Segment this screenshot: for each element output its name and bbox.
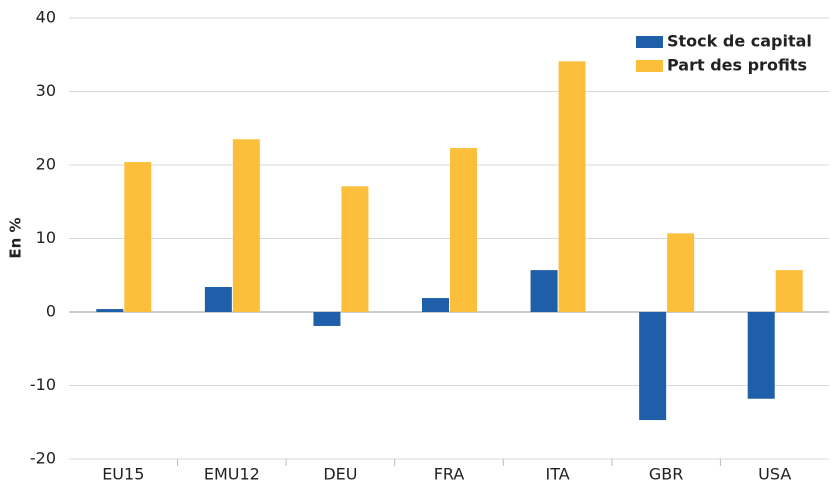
y-tick-label: 40 bbox=[36, 8, 56, 27]
y-tick-label: 30 bbox=[36, 81, 56, 100]
bar bbox=[450, 148, 477, 312]
bar bbox=[204, 287, 232, 312]
bar bbox=[667, 233, 695, 312]
x-tick-label: USA bbox=[758, 465, 791, 483]
x-tick-label: EU15 bbox=[102, 465, 144, 483]
y-tick-label: 20 bbox=[36, 155, 56, 174]
bar bbox=[530, 270, 558, 312]
x-tick-label: DEU bbox=[323, 465, 357, 483]
y-tick-label: -20 bbox=[30, 449, 56, 468]
legend-swatch bbox=[636, 36, 663, 48]
y-tick-label: 0 bbox=[46, 302, 56, 321]
x-tick-label: FRA bbox=[434, 465, 465, 483]
y-tick-label: -10 bbox=[30, 375, 56, 394]
bar bbox=[124, 162, 152, 312]
bar bbox=[232, 139, 260, 312]
legend-label: Part des profits bbox=[667, 56, 807, 75]
x-tick-label: GBR bbox=[649, 465, 684, 483]
bar bbox=[747, 312, 775, 399]
x-tick-label: EMU12 bbox=[204, 465, 260, 483]
bar bbox=[313, 312, 341, 326]
y-axis-label: En % bbox=[7, 217, 25, 258]
x-tick-label: ITA bbox=[545, 465, 569, 483]
bar bbox=[341, 186, 369, 312]
bar bbox=[96, 309, 124, 312]
y-tick-label: 10 bbox=[36, 228, 56, 247]
legend-label: Stock de capital bbox=[667, 32, 812, 51]
bar bbox=[558, 61, 586, 312]
legend-swatch bbox=[636, 60, 663, 72]
bar bbox=[422, 298, 449, 312]
bar bbox=[775, 270, 803, 312]
bar bbox=[639, 312, 667, 421]
